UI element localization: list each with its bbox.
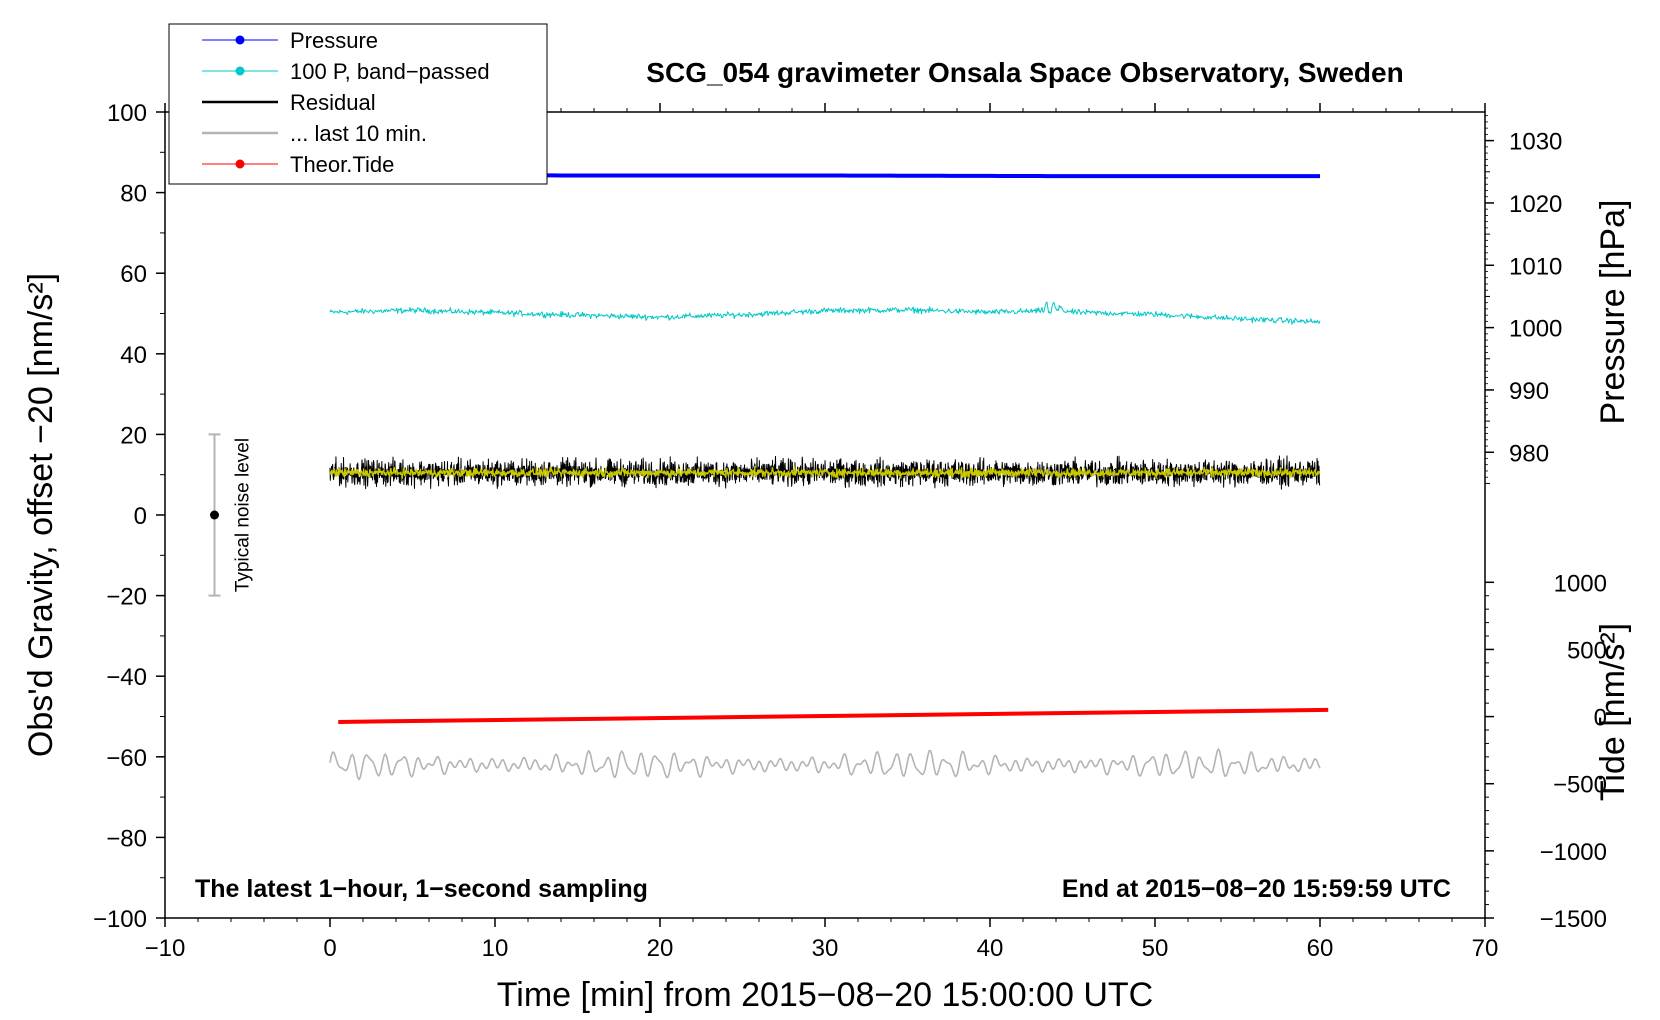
pressure-tick-label: 1030 [1509, 129, 1562, 156]
chart-title: SCG_054 gravimeter Onsala Space Observat… [646, 57, 1403, 88]
legend-label: Theor.Tide [290, 152, 394, 177]
y-tick-label: 20 [120, 422, 147, 449]
x-tick-label: 40 [977, 935, 1004, 962]
tide-tick-label: −1000 [1540, 839, 1607, 866]
x-tick-label: 30 [812, 935, 839, 962]
x-tick-label: −10 [145, 935, 186, 962]
pressure-tick-label: 1000 [1509, 316, 1562, 343]
legend-marker [235, 35, 245, 45]
y-tick-label: −40 [106, 664, 147, 691]
x-tick-label: 70 [1472, 935, 1499, 962]
x-tick-label: 60 [1307, 935, 1334, 962]
y-tick-label: −100 [93, 906, 147, 933]
tide-tick-label: −500 [1553, 772, 1607, 799]
x-tick-label: 20 [647, 935, 674, 962]
noise-level-label: Typical noise level [233, 438, 254, 592]
series-residual-smoothed [329, 466, 1321, 480]
annotation-end-time: End at 2015−08−20 15:59:59 UTC [1062, 875, 1451, 903]
y-tick-label: −80 [106, 825, 147, 852]
y-tick-label: −60 [106, 745, 147, 772]
pressure-tick-label: 990 [1509, 378, 1549, 405]
y-tick-label: 40 [120, 342, 147, 369]
tide-tick-label: 500 [1567, 637, 1607, 664]
y-tick-label: 80 [120, 181, 147, 208]
legend-label: Residual [290, 90, 376, 115]
tide-axis-title: Tide [nm/s²] [1594, 623, 1632, 801]
series-last-10-min [329, 748, 1321, 781]
y-axis-title: Obs'd Gravity, offset −20 [nm/s²] [22, 273, 60, 757]
series-theor-tide [338, 707, 1329, 724]
pressure-tick-label: 980 [1509, 440, 1549, 467]
legend-label: Pressure [290, 28, 378, 53]
pressure-tick-label: 1010 [1509, 253, 1562, 280]
pressure-axis-title: Pressure [hPa] [1594, 200, 1632, 425]
legend-marker [235, 159, 245, 169]
pressure-tick-label: 1020 [1509, 191, 1562, 218]
legend: Pressure 100 P, band−passed Residual ... la… [168, 23, 548, 185]
legend-label: 100 P, band−passed [290, 59, 490, 84]
annotation-sampling: The latest 1−hour, 1−second sampling [195, 875, 648, 903]
y-tick-label: 100 [107, 100, 147, 127]
legend-box [168, 23, 548, 185]
y-tick-label: 0 [134, 503, 147, 530]
x-tick-label: 50 [1142, 935, 1169, 962]
axis-layer: −10 0 10 20 30 40 50 60 70−100−80−60−40−20020406… [93, 100, 1607, 962]
series-band-passed [329, 301, 1321, 325]
legend-label: ... last 10 min. [290, 121, 427, 146]
legend-marker [235, 66, 245, 76]
tide-tick-label: −1500 [1540, 906, 1607, 933]
noise-center-point [210, 510, 219, 520]
tide-tick-label: 0 [1594, 705, 1607, 732]
noise-level-marker: Typical noise level [208, 433, 254, 597]
y-tick-label: 60 [120, 261, 147, 288]
plot-area [165, 112, 1485, 918]
x-tick-label: 10 [482, 935, 509, 962]
x-axis-title: Time [min] from 2015−08−20 15:00:00 UTC [497, 976, 1153, 1014]
x-tick-label: 0 [323, 935, 336, 962]
y-tick-label: −20 [106, 584, 147, 611]
tide-tick-label: 1000 [1554, 570, 1607, 597]
